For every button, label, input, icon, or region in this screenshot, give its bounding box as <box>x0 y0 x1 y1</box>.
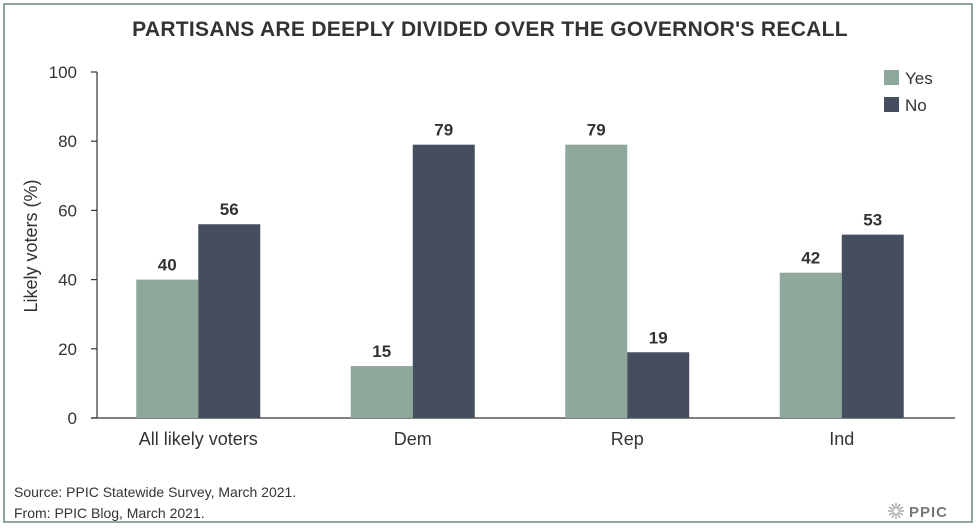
bar-no <box>412 144 475 418</box>
bar-yes <box>350 366 413 418</box>
data-label: 53 <box>863 211 882 230</box>
data-label: 79 <box>587 121 606 140</box>
data-label: 40 <box>158 256 177 275</box>
bars: 40 56 All likely voters 15 79 Dem 79 19 Rep 42 53 I… <box>136 121 904 449</box>
chart-frame <box>3 3 973 523</box>
bar-yes <box>565 144 628 418</box>
legend: Yes No <box>884 69 933 115</box>
chart-title: PARTISANS ARE DEEPLY DIVIDED OVER THE GO… <box>132 18 848 41</box>
ppic-logo: PPIC <box>888 503 948 521</box>
data-label: 56 <box>220 200 239 219</box>
legend-swatch-no <box>884 97 899 112</box>
bar-yes <box>136 279 199 418</box>
y-tick-label: 100 <box>49 63 77 82</box>
data-label: 42 <box>801 249 820 268</box>
bar-no <box>841 234 904 418</box>
y-tick-label: 80 <box>58 132 77 151</box>
x-category-label: Ind <box>829 429 854 449</box>
legend-label-no: No <box>905 96 927 115</box>
source-note: Source: PPIC Statewide Survey, March 202… <box>14 484 296 500</box>
from-note: From: PPIC Blog, March 2021. <box>14 505 205 521</box>
data-label: 79 <box>434 121 453 140</box>
bar-no <box>198 224 261 418</box>
y-tick-label: 40 <box>58 271 77 290</box>
data-label: 19 <box>649 328 668 347</box>
bar-yes <box>779 272 842 418</box>
x-category-label: All likely voters <box>139 429 258 449</box>
x-category-label: Dem <box>394 429 432 449</box>
data-label: 15 <box>372 342 391 361</box>
y-tick-label: 20 <box>58 340 77 359</box>
legend-label-yes: Yes <box>905 69 933 88</box>
legend-swatch-yes <box>884 70 899 85</box>
bar-no <box>627 352 690 418</box>
x-category-label: Rep <box>611 429 644 449</box>
logo-text: PPIC <box>909 504 948 521</box>
y-tick-label: 60 <box>58 201 77 220</box>
y-axis-label: Likely voters (%) <box>21 179 41 312</box>
y-tick-label: 0 <box>68 409 77 428</box>
starburst-icon <box>888 503 904 519</box>
